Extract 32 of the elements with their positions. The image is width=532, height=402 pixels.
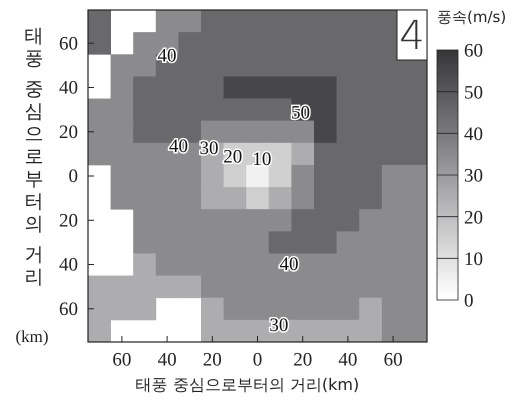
x-tick-label: 60	[384, 349, 403, 370]
color-bar-label: 20	[464, 207, 483, 228]
annotation: 40	[157, 45, 176, 66]
x-tick-label: 60	[112, 349, 132, 370]
annotation: 20	[223, 146, 242, 168]
y-tick-label: 20	[59, 210, 78, 232]
color-bar-label: 50	[464, 82, 483, 104]
annotation: 30	[200, 138, 219, 159]
annotation: 10	[252, 149, 272, 170]
x-tick-label: 40	[338, 349, 358, 370]
color-bar-title: 풍속(m/s)	[437, 8, 506, 26]
x-tick-label: 40	[158, 349, 177, 370]
color-bar-label: 30	[464, 166, 483, 187]
y-tick-label: 40	[59, 78, 78, 99]
color-bar-label: 10	[464, 248, 483, 270]
y-tick-label: 20	[59, 122, 78, 143]
color-bar-label: 0	[464, 290, 474, 312]
x-tick-label: 20	[293, 349, 312, 370]
x-tick-label: 20	[202, 349, 222, 370]
annotation: 50	[291, 102, 310, 124]
annotation: 40	[280, 254, 299, 275]
annotation: 30	[269, 315, 288, 336]
x-tick-label: 0	[252, 349, 262, 370]
text: 태풍 중심으로부터의 거리(km)	[15, 25, 49, 346]
y-tick-label: 60	[59, 298, 78, 320]
x-axis-title: 태풍 중심으로부터의 거리(km)	[136, 375, 360, 394]
annotation: 40	[169, 136, 188, 157]
y-tick-label: 0	[68, 166, 78, 188]
color-bar-label: 60	[464, 40, 483, 62]
color-bar-label: 40	[464, 124, 483, 145]
y-tick-label: 40	[59, 254, 78, 276]
y-tick-label: 60	[59, 33, 78, 54]
